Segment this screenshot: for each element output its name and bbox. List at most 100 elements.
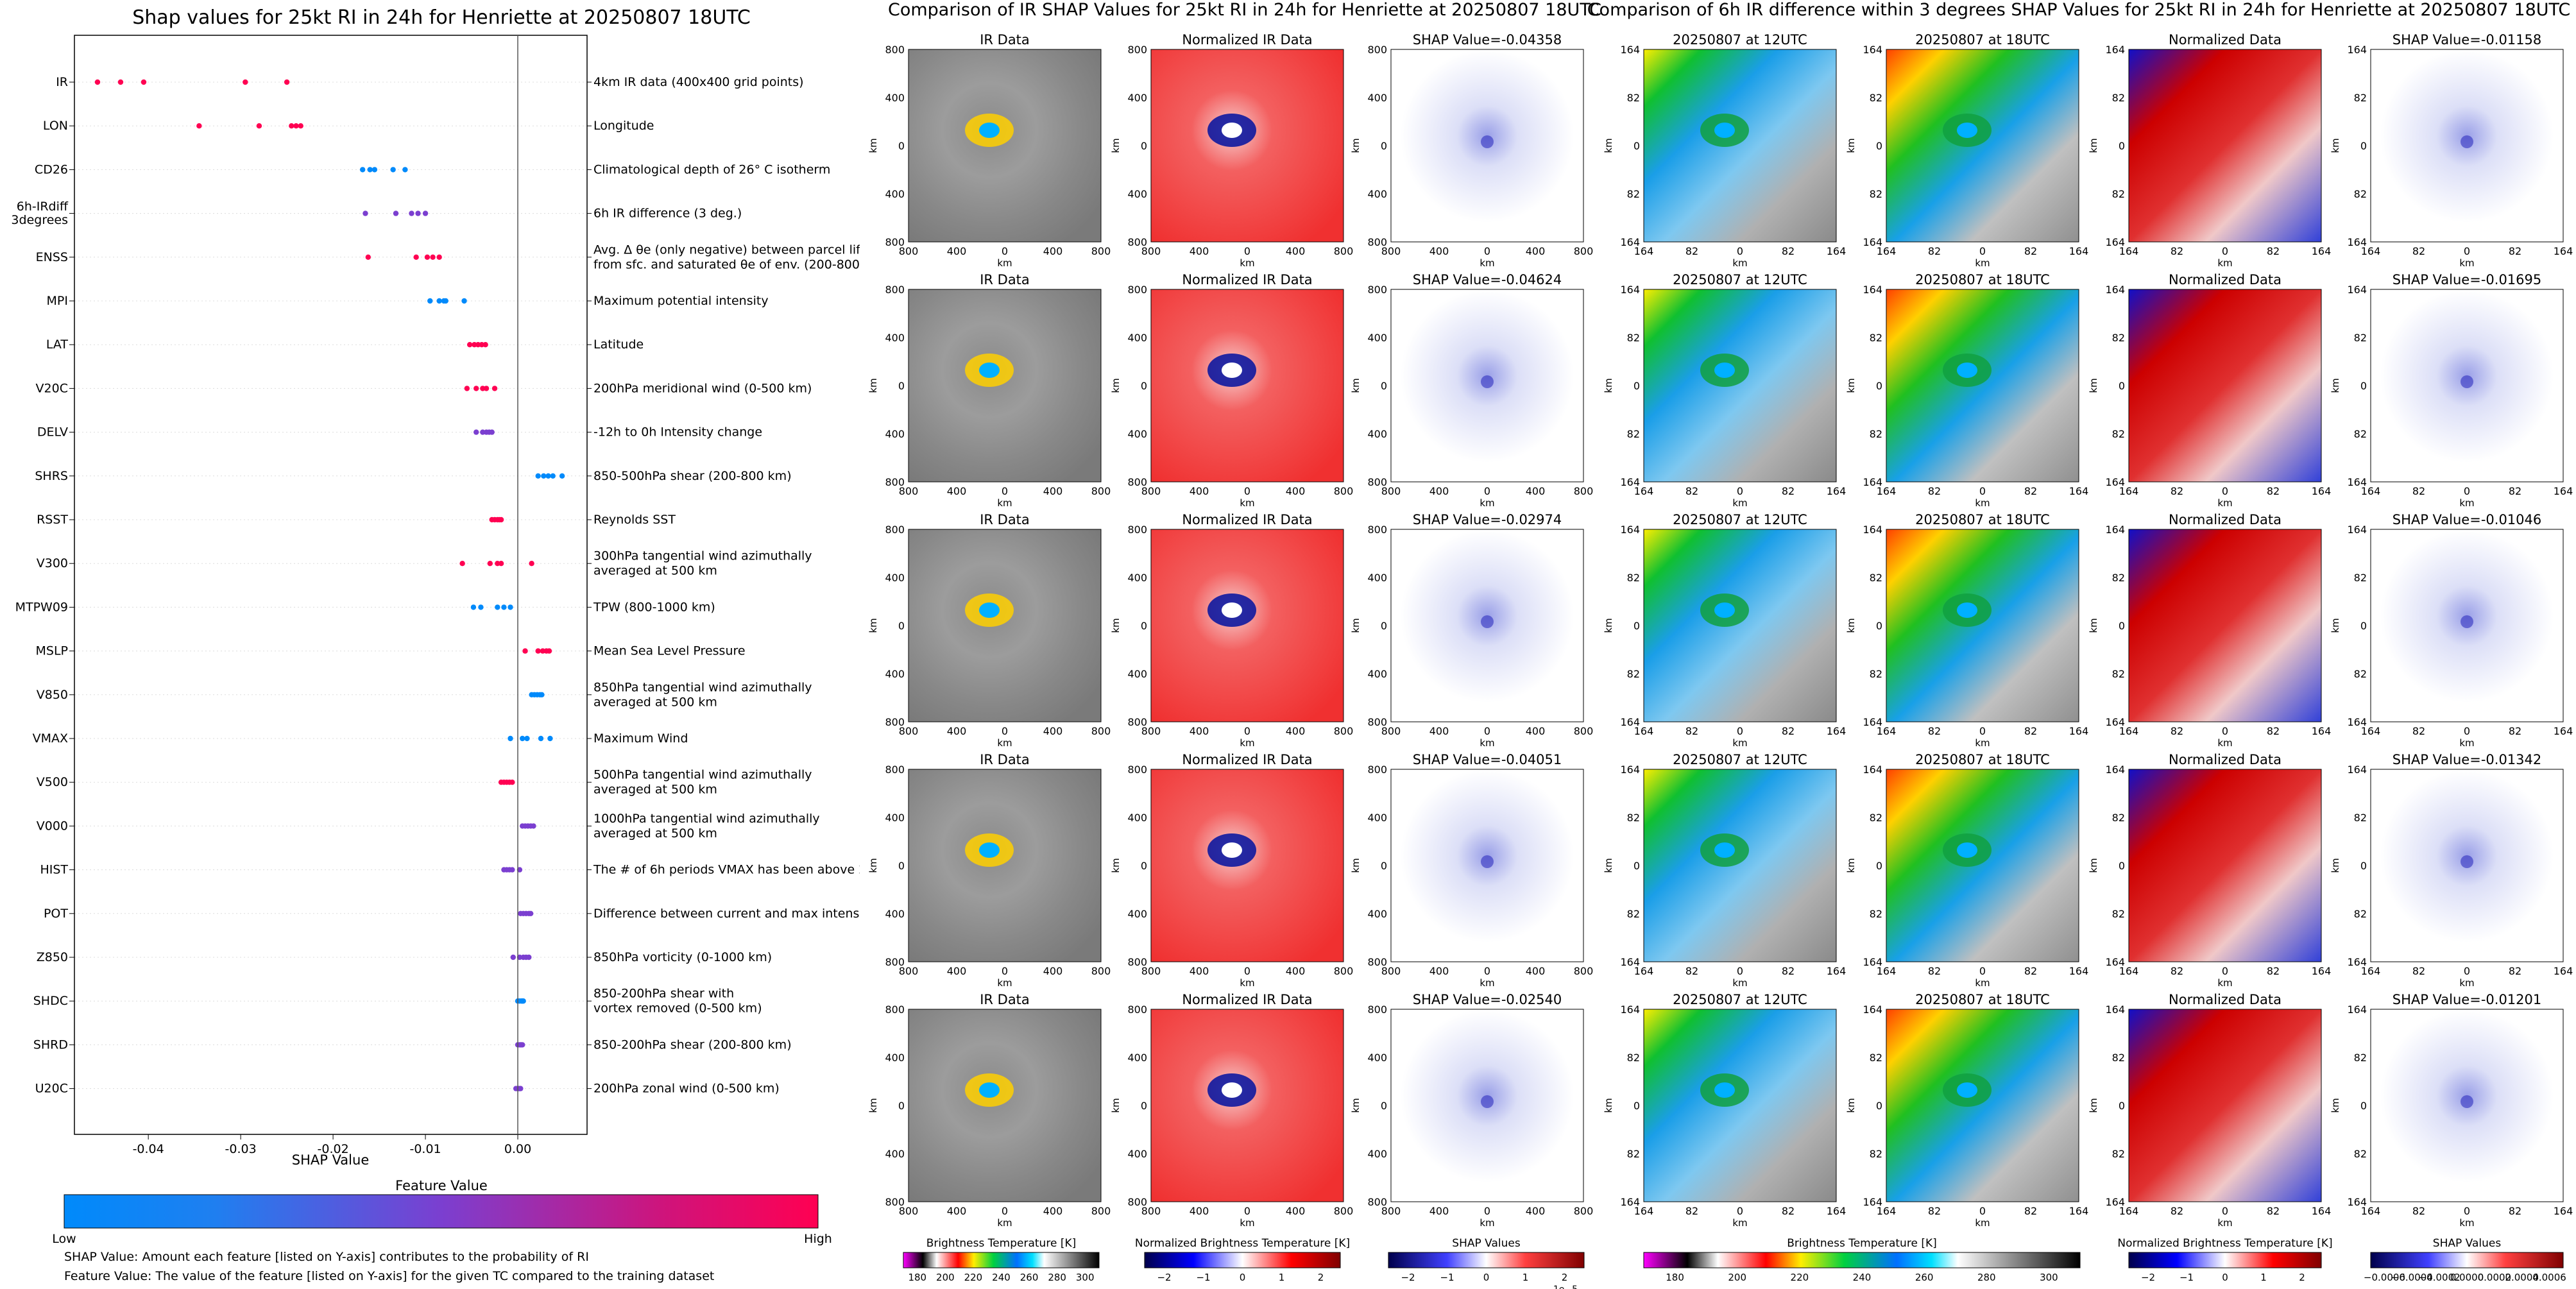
panel-y-tick-label: 82	[2354, 812, 2367, 824]
shap-point	[393, 210, 399, 216]
panel-x-tick-label: 0	[1484, 485, 1490, 497]
panel-x-tick-label: 0	[1002, 965, 1008, 977]
heatmap-frame	[1643, 49, 1837, 243]
panel-y-tick-label: 164	[1620, 956, 1640, 968]
colorbar-low-label: Low	[52, 1232, 76, 1246]
panel-y-tick-label: 164	[1863, 476, 1882, 488]
shap-point	[495, 561, 500, 567]
feature-description-label: TPW (800-1000 km)	[593, 600, 715, 614]
panel-x-tick-label: 164	[2554, 965, 2573, 977]
panel-y-tick-label: 0	[1633, 140, 1640, 152]
panel-y-tick-label: 0	[1141, 860, 1147, 872]
panel-y-axis-label: km	[1603, 138, 1614, 153]
colorbar-label: Brightness Temperature [K]	[926, 1237, 1076, 1250]
panel-x-tick-label: 400	[1190, 725, 1209, 737]
panel-x-tick-label: 800	[1574, 1205, 1594, 1217]
panel-y-tick-label: 164	[2105, 1196, 2125, 1208]
shap-plot-frame	[74, 35, 588, 1135]
shap-point	[529, 561, 534, 567]
panel-x-tick-label: 800	[1574, 965, 1594, 977]
panel-x-axis-label: km	[997, 497, 1012, 509]
panel-x-tick-label: 82	[1685, 485, 1698, 497]
shap-point	[546, 648, 552, 654]
panel-x-tick-label: 164	[2361, 965, 2381, 977]
panel-y-tick-label: 0	[898, 140, 905, 152]
panel-title: SHAP Value=-0.04051	[1413, 752, 1562, 767]
panel-x-axis-label: km	[997, 977, 1012, 989]
panel-x-tick-label: 164	[2361, 1205, 2381, 1217]
panel-y-tick-label: 400	[1367, 908, 1387, 920]
shap-point	[550, 473, 556, 479]
feature-code-label: V300	[37, 556, 68, 570]
panel-y-tick-label: 164	[2347, 1196, 2367, 1208]
panel-x-axis-label: km	[1480, 497, 1494, 509]
feature-code-label: LON	[43, 119, 68, 133]
colorbar-tick-label: 260	[1915, 1272, 1934, 1283]
panel-y-axis-label: km	[1603, 618, 1614, 633]
shap-x-tick-label: -0.03	[225, 1142, 257, 1156]
heatmap-frame	[2370, 289, 2564, 482]
panel-y-axis-label: km	[2330, 1098, 2341, 1113]
feature-description-label: vortex removed (0-500 km)	[593, 1002, 762, 1016]
panel-y-axis-label: km	[1845, 858, 1857, 873]
panel-y-tick-label: 400	[885, 428, 905, 440]
panel-x-tick-label: 164	[1877, 485, 1897, 497]
heatmap-frame	[1390, 529, 1584, 722]
diff-panel-title: Comparison of 6h IR difference within 3 …	[1587, 0, 2571, 20]
panel-y-axis-label: km	[1110, 378, 1122, 393]
panel-title: Normalized Data	[2169, 992, 2282, 1007]
panel-y-tick-label: 82	[2112, 428, 2125, 440]
panel-y-tick-label: 82	[2354, 572, 2367, 584]
feature-code-label: V20C	[36, 381, 68, 395]
panel-x-tick-label: 800	[1091, 245, 1111, 257]
shap-point	[541, 473, 547, 479]
panel-x-tick-label: 800	[1091, 725, 1111, 737]
panel-x-tick-label: 0	[1002, 1205, 1008, 1217]
panel-x-tick-label: 0	[2464, 485, 2470, 497]
panel-x-axis-label: km	[1975, 257, 1990, 269]
panel-x-tick-label: 82	[1685, 965, 1698, 977]
colorbar-tick-label: 260	[1020, 1272, 1039, 1283]
panel-y-tick-label: 800	[885, 1003, 905, 1016]
feature-code-label: 6h-IRdiff	[17, 200, 69, 214]
panel-x-tick-label: 164	[1634, 485, 1654, 497]
panel-y-tick-label: 82	[2354, 908, 2367, 920]
panel-x-tick-label: 800	[1574, 245, 1594, 257]
panel-title: SHAP Value=-0.02540	[1413, 992, 1562, 1007]
shap-point	[141, 79, 147, 85]
panel-y-tick-label: 800	[1127, 524, 1147, 536]
colorbar-tick-label: −0.0004	[2391, 1272, 2433, 1283]
colorbar-gradient	[1643, 1252, 2081, 1268]
panel-x-tick-label: 0	[2464, 245, 2470, 257]
panel-x-tick-label: 800	[1574, 725, 1594, 737]
panel-y-tick-label: 0	[2360, 860, 2367, 872]
panel-y-axis-label: km	[2088, 618, 2099, 633]
storm-eye-shape	[1222, 363, 1242, 378]
shap-center-blob	[2461, 375, 2473, 388]
panel-x-tick-label: 0	[1979, 245, 1986, 257]
heatmap-image	[908, 769, 1101, 962]
shap-x-label: SHAP Value	[292, 1152, 370, 1168]
panel-title: Normalized Data	[2169, 32, 2282, 47]
shap-point	[461, 298, 467, 304]
panel-x-tick-label: 400	[1429, 725, 1449, 737]
panel-y-tick-label: 82	[2112, 572, 2125, 584]
panel-y-tick-label: 164	[2347, 476, 2367, 488]
feature-code-label: VMAX	[33, 731, 68, 746]
panel-y-tick-label: 400	[1367, 92, 1387, 104]
panel-x-axis-label: km	[1480, 737, 1494, 749]
panel-x-tick-label: 82	[1685, 245, 1698, 257]
panel-x-tick-label: 800	[1141, 1205, 1161, 1217]
panel-grid: IR Data 800 400 0 400 800 800 400 0 400 800 km km Nor…	[867, 32, 2573, 1229]
panel-x-tick-label: 82	[1928, 245, 1941, 257]
panel-y-tick-label: 82	[1870, 92, 1882, 104]
panel-y-tick-label: 0	[1876, 380, 1882, 392]
panel-x-tick-label: 800	[1381, 725, 1401, 737]
colorbar-tick-label: 200	[936, 1272, 955, 1283]
colorbar-tick-label: 2	[1318, 1272, 1324, 1283]
feature-description-label: Avg. Δ θe (only negative) between parcel…	[593, 243, 860, 257]
panel-x-tick-label: 164	[2312, 725, 2332, 737]
panel-y-tick-label: 400	[1127, 1148, 1147, 1160]
panel-y-tick-label: 82	[2112, 1052, 2125, 1064]
panel-y-axis-label: km	[2088, 378, 2099, 393]
